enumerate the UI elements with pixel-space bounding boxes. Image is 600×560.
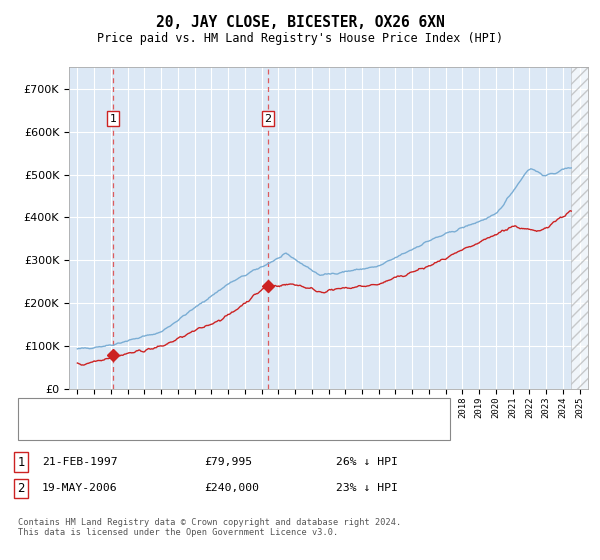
Text: £79,995: £79,995 xyxy=(204,457,252,467)
Text: 1: 1 xyxy=(17,455,25,469)
Text: Contains HM Land Registry data © Crown copyright and database right 2024.
This d: Contains HM Land Registry data © Crown c… xyxy=(18,518,401,538)
Text: 23% ↓ HPI: 23% ↓ HPI xyxy=(336,483,398,493)
Text: 20, JAY CLOSE, BICESTER, OX26 6XN: 20, JAY CLOSE, BICESTER, OX26 6XN xyxy=(155,15,445,30)
Text: 2: 2 xyxy=(17,482,25,495)
Text: 1: 1 xyxy=(110,114,116,124)
Text: 2: 2 xyxy=(265,114,271,124)
Text: Price paid vs. HM Land Registry's House Price Index (HPI): Price paid vs. HM Land Registry's House … xyxy=(97,32,503,45)
Text: 19-MAY-2006: 19-MAY-2006 xyxy=(42,483,118,493)
Text: 21-FEB-1997: 21-FEB-1997 xyxy=(42,457,118,467)
Text: HPI: Average price, detached house, Cherwell: HPI: Average price, detached house, Cher… xyxy=(56,424,320,434)
Bar xyxy=(571,67,588,389)
Text: 26% ↓ HPI: 26% ↓ HPI xyxy=(336,457,398,467)
Text: ———: ——— xyxy=(25,404,48,417)
Text: ———: ——— xyxy=(25,423,48,436)
Text: £240,000: £240,000 xyxy=(204,483,259,493)
Text: 20, JAY CLOSE, BICESTER, OX26 6XN (detached house): 20, JAY CLOSE, BICESTER, OX26 6XN (detac… xyxy=(56,405,356,415)
